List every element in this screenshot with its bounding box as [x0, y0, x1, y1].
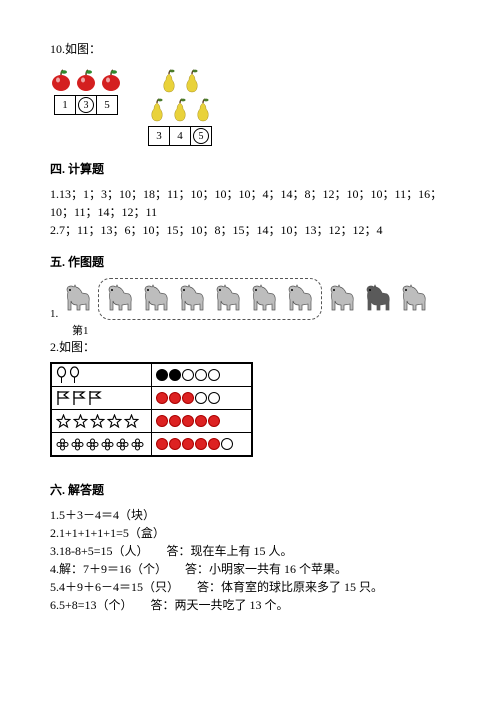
- q10-figure: 135 345: [50, 68, 450, 146]
- flag-icon: [72, 390, 86, 406]
- flag-icon: [56, 390, 70, 406]
- sec4-line2: 2.7；11；13；6；10；15；10；8；15；14；10；13；12；12…: [50, 221, 450, 239]
- row-left: [52, 433, 152, 455]
- row-left: [52, 387, 152, 409]
- horse-icon: [176, 282, 208, 316]
- q10-label: 10.如图：: [50, 40, 450, 58]
- flower-icon: [71, 438, 84, 451]
- flag-icon: [88, 390, 102, 406]
- dot-icon: [208, 369, 220, 381]
- sec6-title: 六. 解答题: [50, 481, 450, 498]
- flower-icon: [116, 438, 129, 451]
- apples-group: 135: [50, 68, 122, 146]
- row-right: [152, 387, 251, 409]
- table-row: [52, 387, 251, 410]
- pear-icon: [170, 97, 190, 123]
- dot-icon: [195, 392, 207, 404]
- pear-icon: [193, 97, 213, 123]
- table-row: [52, 410, 251, 433]
- dot-icon: [169, 438, 181, 450]
- dot-icon: [182, 369, 194, 381]
- dot-icon: [156, 392, 168, 404]
- star-icon: [107, 414, 122, 429]
- dot-icon: [156, 369, 168, 381]
- table-row: [52, 364, 251, 387]
- flower-icon: [131, 438, 144, 451]
- pear-icon: [182, 68, 202, 94]
- pears-group: 345: [147, 68, 213, 146]
- pears-numbox: 345: [148, 126, 212, 146]
- row-right: [152, 433, 251, 455]
- horses-row: 1.: [50, 278, 450, 320]
- horse-icon: [284, 282, 316, 316]
- horse-icon: [248, 282, 280, 316]
- sec6-lines: 1.5＋3－4＝4（块）2.1+1+1+1+1=5（盒）3.18-8+5=15（…: [50, 506, 450, 614]
- flower-icon: [56, 438, 69, 451]
- row-right: [152, 410, 251, 432]
- pears-rows: [147, 68, 213, 126]
- numcell: 5: [97, 96, 117, 114]
- numcell: 3: [76, 96, 97, 114]
- row-right: [152, 364, 251, 386]
- flower-icon: [86, 438, 99, 451]
- dot-icon: [169, 369, 181, 381]
- horse-icon: [362, 282, 394, 316]
- horse-icon: [398, 282, 430, 316]
- sec5-item1-sub: 第1: [72, 322, 450, 338]
- dot-icon: [221, 438, 233, 450]
- answer-line: 6.5+8=13（个） 答：两天一共吃了 13 个。: [50, 596, 450, 614]
- dot-icon: [182, 392, 194, 404]
- apple-icon: [50, 68, 72, 92]
- numcell: 3: [149, 127, 170, 145]
- answer-line: 2.1+1+1+1+1=5（盒）: [50, 524, 450, 542]
- dot-icon: [208, 438, 220, 450]
- answer-line: 1.5＋3－4＝4（块）: [50, 506, 450, 524]
- dot-icon: [169, 392, 181, 404]
- numcell: 1: [55, 96, 76, 114]
- star-icon: [90, 414, 105, 429]
- dot-icon: [182, 415, 194, 427]
- answer-line: 5.4＋9＋6－4＝15（只） 答：体育室的球比原来多了 15 只。: [50, 578, 450, 596]
- dot-icon: [195, 438, 207, 450]
- star-icon: [73, 414, 88, 429]
- dot-icon: [182, 438, 194, 450]
- horse-icon: [212, 282, 244, 316]
- sec5-title: 五. 作图题: [50, 253, 450, 270]
- dot-icon: [156, 438, 168, 450]
- answer-line: 4.解：7＋9＝16（个） 答：小明家一共有 16 个苹果。: [50, 560, 450, 578]
- balloon-icon: [69, 366, 80, 384]
- balloon-icon: [56, 366, 67, 384]
- star-icon: [124, 414, 139, 429]
- dot-icon: [208, 415, 220, 427]
- sec5-item2: 2.如图：: [50, 338, 450, 356]
- dot-icon: [195, 369, 207, 381]
- pear-icon: [147, 97, 167, 123]
- horse-icon: [62, 282, 94, 316]
- apple-icon: [75, 68, 97, 92]
- answer-line: 3.18-8+5=15（人） 答：现在车上有 15 人。: [50, 542, 450, 560]
- numcell: 5: [191, 127, 211, 145]
- row-left: [52, 364, 152, 386]
- pic-table: [50, 362, 253, 457]
- dot-icon: [208, 392, 220, 404]
- horse-icon: [326, 282, 358, 316]
- sec4-title: 四. 计算题: [50, 160, 450, 177]
- row-left: [52, 410, 152, 432]
- dot-icon: [195, 415, 207, 427]
- sec5-item1-prefix: 1.: [50, 308, 58, 320]
- star-icon: [56, 414, 71, 429]
- apple-icon: [100, 68, 122, 92]
- horse-icon: [140, 282, 172, 316]
- sec4-line1: 1.13；1；3；10；18；11；10；10；10；4；14；8；12；10；…: [50, 185, 450, 221]
- apples-numbox: 135: [54, 95, 118, 115]
- dashed-group: [98, 278, 322, 320]
- apples-row: [50, 68, 122, 92]
- pear-icon: [159, 68, 179, 94]
- horse-icon: [104, 282, 136, 316]
- dot-icon: [156, 415, 168, 427]
- numcell: 4: [170, 127, 191, 145]
- dot-icon: [169, 415, 181, 427]
- table-row: [52, 433, 251, 455]
- flower-icon: [101, 438, 114, 451]
